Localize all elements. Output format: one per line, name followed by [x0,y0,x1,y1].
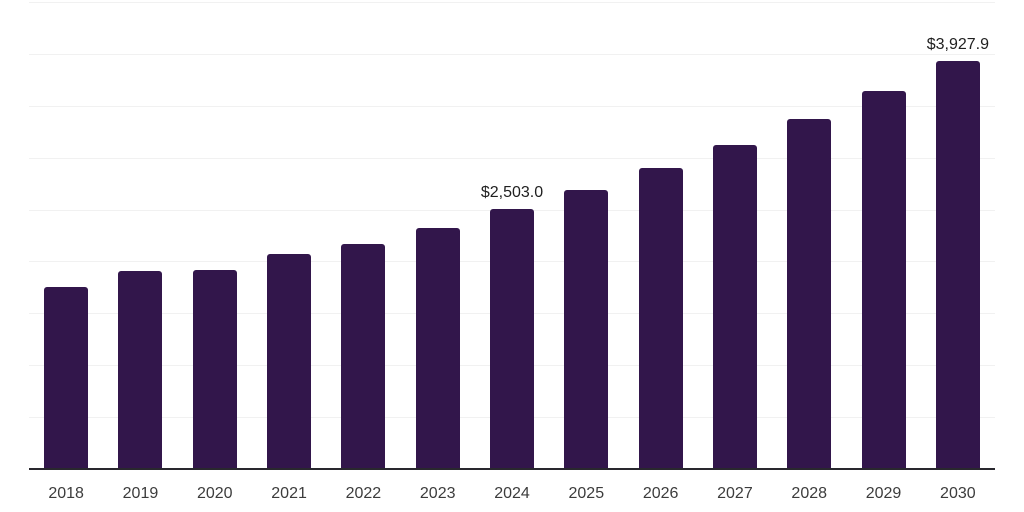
bar-2018 [44,286,89,469]
x-tick-2025: 2025 [568,485,605,502]
x-tick-2028: 2028 [791,485,828,502]
value-label-2024: $2,503.0 [480,184,544,202]
x-tick-2019: 2019 [122,485,159,502]
bar-2027 [712,144,757,469]
value-label-2030: $3,927.9 [926,36,989,54]
x-axis-line [29,468,995,470]
bar-2030 [935,61,980,469]
bar-2029 [861,91,906,469]
gridline-3000 [29,157,995,159]
x-tick-2018: 2018 [48,485,84,502]
bar-2026 [638,167,683,469]
bar-2021 [267,253,312,469]
x-tick-2023: 2023 [419,485,456,502]
gridline-4000 [29,53,995,55]
x-tick-2030: 2030 [940,485,976,502]
x-tick-2027: 2027 [717,485,753,502]
x-tick-2026: 2026 [642,485,679,502]
gridline-4500 [29,2,995,3]
x-tick-2020: 2020 [196,485,233,502]
x-tick-2029: 2029 [865,485,902,502]
x-tick-2021: 2021 [271,485,307,502]
x-tick-2024: 2024 [494,485,530,502]
bar-2025 [564,189,609,469]
x-tick-2022: 2022 [345,485,382,502]
bar-2019 [118,271,163,469]
bar-2022 [341,244,386,469]
bar-2028 [787,119,832,469]
bar-2023 [415,227,460,469]
bar-2024 [490,209,534,469]
gridline-3500 [29,105,995,107]
bar-2020 [192,269,237,469]
